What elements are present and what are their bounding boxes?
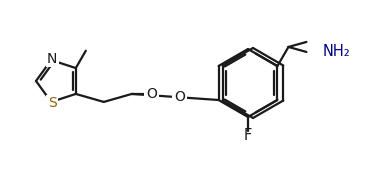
Text: O: O — [146, 87, 157, 101]
Text: F: F — [244, 128, 252, 143]
Text: NH₂: NH₂ — [323, 44, 350, 60]
Text: N: N — [47, 52, 57, 66]
Text: O: O — [174, 90, 185, 104]
Text: S: S — [48, 96, 57, 110]
